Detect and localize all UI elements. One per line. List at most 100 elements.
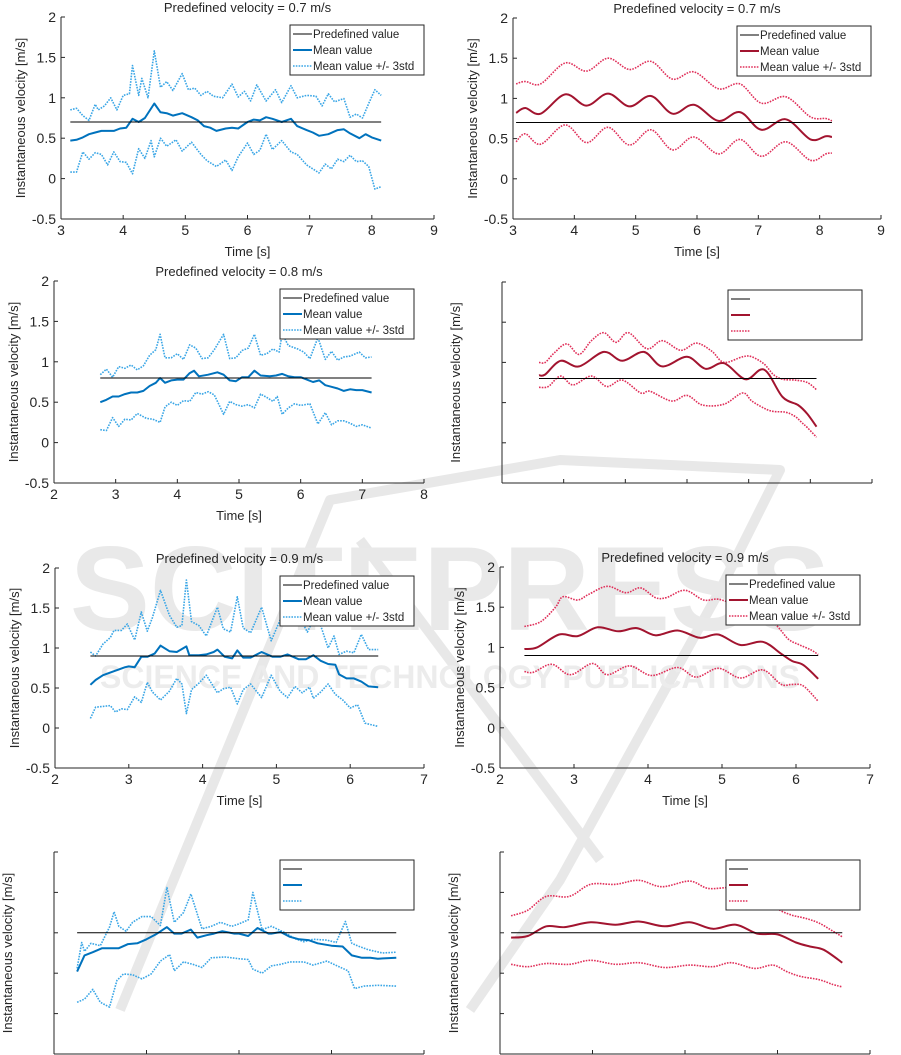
x-tick-label: 3 [112,486,120,502]
x-tick-label: 5 [181,222,189,238]
mean-line [99,369,372,404]
y-tick-label: 1 [41,354,49,370]
x-tick-label: 5 [235,486,243,502]
legend-label: Mean value +/- 3std [313,61,414,73]
y-tick-label: 2 [42,560,50,576]
x-tick-label: 4 [644,771,652,787]
lower-std-line [76,953,397,1008]
y-tick-label: 0 [48,171,56,187]
y-tick-label: 1.5 [476,599,496,615]
y-axis-label: Instantaneous velocity [m/s] [7,588,22,748]
y-axis-label: Instantaneous velocity [m/s] [446,873,461,1033]
x-tick-label: 7 [754,222,762,238]
mean-line [76,926,397,973]
x-tick-label: 7 [420,771,428,787]
y-tick-label: 1 [42,640,50,656]
x-axis-label: Time [s] [662,793,708,808]
chart-panel-p7: Instantaneous velocity [m/s] [0,851,425,1055]
chart-title: Predefined velocity = 0.9 m/s [601,550,769,565]
legend-label: Mean value [303,309,362,321]
x-tick-label: 6 [346,771,354,787]
y-tick-label: 2 [48,9,56,25]
x-tick-label: 7 [358,486,366,502]
x-tick-label: 3 [57,222,65,238]
lower-std-line [100,390,372,432]
legend-label: Mean value +/- 3std [303,325,404,337]
chart-panel-p4: Instantaneous velocity [m/s] [448,281,873,484]
legend-label: Mean value +/- 3std [749,611,850,623]
mean-line [89,644,379,689]
y-tick-label: 0 [500,171,508,187]
watermark-subtitle: SCIENCE AND TECHNOLOGY PUBLICATIONS [100,659,800,695]
y-tick-label: -0.5 [25,475,49,491]
legend-label: Predefined value [760,30,846,42]
lower-std-line [89,674,379,728]
mean-line [511,920,843,964]
lower-std-line [515,124,832,162]
x-tick-label: 8 [368,222,376,238]
x-tick-label: 4 [570,222,578,238]
x-tick-label: 8 [816,222,824,238]
x-axis-label: Time [s] [225,244,271,259]
x-axis-label: Time [s] [674,244,720,259]
x-tick-label: 5 [718,771,726,787]
x-tick-label: 9 [877,222,885,238]
y-tick-label: 0.5 [30,394,50,410]
x-tick-label: 6 [792,771,800,787]
y-axis-label: Instantaneous velocity [m/s] [452,587,467,747]
x-tick-label: 2 [50,486,58,502]
x-tick-label: 7 [866,771,874,787]
legend-box [727,289,863,341]
y-tick-label: 0 [42,720,50,736]
y-axis-label: Instantaneous velocity [m/s] [13,38,28,198]
upper-std-line [99,332,372,379]
mean-line [515,92,833,142]
y-tick-label: 1.5 [489,50,509,66]
upper-std-line [70,50,382,122]
y-tick-label: -0.5 [471,760,495,776]
legend-label: Mean value +/- 3std [760,62,861,74]
y-tick-label: 0.5 [489,131,509,147]
y-tick-label: 1 [487,639,495,655]
x-tick-label: 2 [51,771,59,787]
mean-line [70,102,382,142]
y-tick-label: -0.5 [26,760,50,776]
chart-title: Predefined velocity = 0.9 m/s [156,551,324,566]
x-tick-label: 2 [496,771,504,787]
watermark-title: SCITEPRESS [70,522,830,656]
y-tick-label: 1 [48,90,56,106]
lower-std-line [70,133,382,190]
y-tick-label: 2 [500,10,508,26]
upper-std-line [515,57,833,122]
legend-box [279,859,415,911]
y-tick-label: 1 [500,90,508,106]
chart-title: Predefined velocity = 0.8 m/s [155,264,323,279]
chart-panel-p3: 2 3 4 5 6 7 8 -0.5 0 0.5 1 1.5 2 Predefined velocity … [6,264,428,523]
y-tick-label: 2 [41,273,49,289]
x-tick-label: 6 [297,486,305,502]
legend-box [725,574,861,626]
chart-title: Predefined velocity = 0.7 m/s [613,1,781,16]
y-tick-label: 1.5 [37,49,57,65]
y-tick-label: 0.5 [476,680,496,696]
legend-label: Mean value [760,46,819,58]
chart-panel-p8: Instantaneous velocity [m/s] [446,851,871,1055]
x-tick-label: 8 [420,486,428,502]
legend-box [279,288,415,340]
y-axis-label: Instantaneous velocity [m/s] [6,302,21,462]
legend-box [289,24,425,76]
upper-std-line [524,585,819,656]
legend-label: Predefined value [303,293,389,305]
y-tick-label: 0 [41,435,49,451]
chart-panel-p2: 3 4 5 6 7 8 9 -0.5 0 0.5 1 1.5 2 Predefined velocity … [465,1,885,259]
x-tick-label: 5 [632,222,640,238]
y-axis-label: Instantaneous velocity [m/s] [0,873,15,1033]
y-tick-label: 1.5 [31,600,51,616]
x-tick-label: 4 [199,771,207,787]
legend-box [736,25,872,77]
legend-box [725,859,861,911]
y-axis-label: Instantaneous velocity [m/s] [465,38,480,198]
y-tick-label: -0.5 [484,211,508,227]
y-tick-label: 0 [487,720,495,736]
